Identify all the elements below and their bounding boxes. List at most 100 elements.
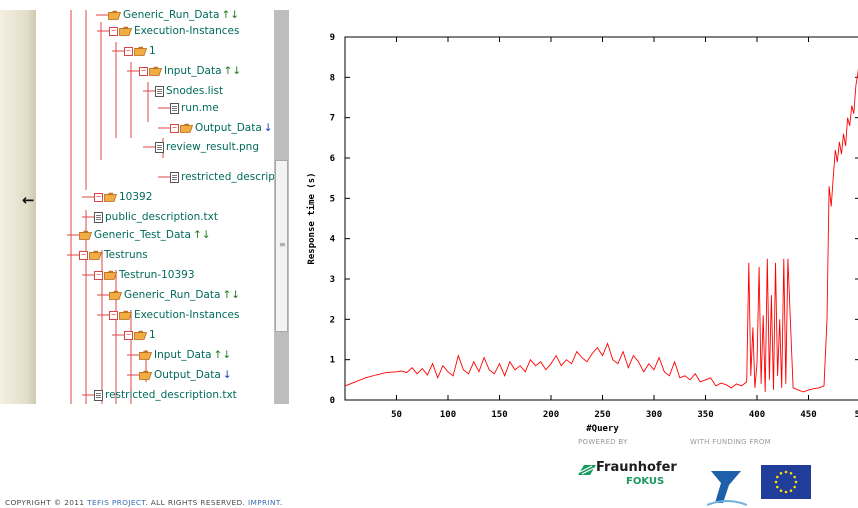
tree-item-label: Input_Data (164, 65, 222, 77)
tree-item-folder[interactable]: Generic_Run_Data ↑↓ (108, 10, 239, 24)
y-tick-label: 2 (330, 315, 335, 325)
tree-item-label: 1 (149, 45, 156, 57)
tree-item-label: Execution-Instances (134, 309, 240, 321)
collapse-toggle-icon[interactable]: − (94, 270, 103, 280)
file-icon (170, 171, 179, 183)
collapse-toggle-icon[interactable]: − (139, 66, 148, 76)
download-arrow-icon: ↓ (263, 122, 273, 134)
file-icon (170, 102, 179, 114)
eu-star-icon (793, 475, 796, 479)
tree-item-folder[interactable]: −1 (124, 42, 156, 60)
y-axis-label: Response time (s) (306, 172, 317, 264)
sync-arrows-icon: ↑↓ (223, 65, 242, 77)
tree-item-label: Snodes.list (166, 85, 224, 97)
tree-item-label: Testrun-10393 (119, 269, 195, 281)
plot-frame (344, 36, 858, 401)
fraunhofer-name: Fraunhofer (596, 460, 677, 475)
tree-item-folder[interactable]: Generic_Run_Data ↑↓ (109, 286, 240, 304)
file-icon (94, 211, 103, 223)
tree-item-folder[interactable]: − Testrun-10393 (94, 266, 195, 284)
tree-item-label: Output_Data (195, 122, 262, 134)
x-tick-label: 250 (594, 410, 610, 420)
sync-arrows-icon: ↑↓ (192, 229, 211, 241)
tree-item-label: Generic_Run_Data (123, 10, 220, 21)
tree-item-label: public_description.txt (105, 211, 219, 223)
collapse-toggle-icon[interactable]: − (124, 330, 133, 340)
x-tick-label: 150 (491, 410, 507, 420)
collapse-toggle-icon[interactable]: − (124, 46, 133, 56)
y-tick-label: 3 (330, 275, 335, 285)
fraunhofer-mark-icon (578, 465, 596, 475)
tree-item-folder[interactable]: Input_Data ↑↓ (139, 346, 231, 364)
tree-item-label: 1 (149, 329, 156, 341)
sync-arrows-icon: ↑↓ (221, 10, 240, 21)
tree-item-file[interactable]: run.me (170, 99, 219, 117)
footer-end: . (279, 498, 283, 507)
eu-star-icon (784, 470, 788, 474)
tree-item-label: Generic_Run_Data (124, 289, 221, 301)
tree-item-label: review_result.png (166, 141, 260, 153)
y-tick-label: 7 (330, 114, 335, 124)
tree-item-folder[interactable]: Generic_Test_Data ↑↓ (79, 226, 211, 244)
collapse-toggle-icon[interactable]: − (94, 192, 103, 202)
tree-item-folder[interactable]: − Input_Data ↑↓ (139, 62, 241, 80)
tree-item-label: Generic_Test_Data (94, 229, 191, 241)
scrollbar-thumb[interactable]: ≡ (275, 160, 288, 332)
x-tick-label: 300 (646, 410, 662, 420)
response-time-chart: 0 1 2 3 4 5 6 7 8 9 50 100 150 200 250 300 350 400 450 50 #Q… (306, 33, 858, 434)
tree-item-file[interactable]: restricted_description.txt (94, 386, 237, 404)
folder-icon (104, 192, 118, 202)
folder-icon (79, 230, 93, 240)
fraunhofer-institute: FOKUS (626, 476, 665, 487)
tree-item-folder[interactable]: − Execution-Instances (109, 306, 239, 324)
tree-item-folder[interactable]: − Testruns (79, 246, 148, 264)
tree-scrollbar[interactable]: ≡ (274, 10, 289, 404)
file-tree: Generic_Run_Data ↑↓ − Execution-Instances −1… (36, 10, 274, 404)
y-tick-label: 1 (330, 356, 335, 366)
y-tick-label: 6 (330, 154, 335, 164)
tree-item-label: Testruns (104, 249, 148, 261)
folder-icon (119, 310, 133, 320)
tefis-project-link[interactable]: TEFIS PROJECT (87, 498, 146, 507)
tree-item-file[interactable]: Snodes.list (155, 82, 223, 100)
y-tick-label: 9 (330, 33, 335, 43)
folder-icon (109, 290, 123, 300)
tree-item-folder[interactable]: Output_Data ↓ (139, 366, 232, 384)
footer-copyright: COPYRIGHT © 2011 (5, 498, 85, 507)
file-icon (94, 389, 103, 401)
eu-star-icon (776, 485, 779, 489)
tree-item-folder[interactable]: −1 (124, 326, 156, 344)
tree-item-folder[interactable]: − Execution-Instances (109, 22, 239, 40)
eu-star-icon (794, 480, 798, 484)
y-tick-label: 4 (330, 235, 336, 245)
tree-item-file[interactable]: restricted_description.txt (170, 168, 274, 186)
tree-item-folder[interactable]: − 10392 (94, 188, 152, 206)
folder-icon (149, 66, 163, 76)
tree-item-label: run.me (181, 102, 219, 114)
tree-item-label: Input_Data (154, 349, 212, 361)
eu-star-icon (776, 475, 779, 479)
sync-arrows-icon: ↑↓ (222, 289, 241, 301)
imprint-link[interactable]: IMPRINT (247, 498, 280, 507)
sync-arrows-icon: ↑↓ (213, 349, 232, 361)
x-axis-label: #Query (586, 424, 619, 434)
folder-icon (104, 270, 118, 280)
footer: COPYRIGHT © 2011 TEFIS PROJECT. ALL RIGH… (5, 498, 283, 507)
tree-item-folder[interactable]: − Output_Data ↓ (170, 119, 273, 137)
left-arrow-icon[interactable]: ← (22, 191, 35, 209)
y-tick-label: 0 (330, 396, 335, 406)
scrollbar-grip-icon: ≡ (279, 240, 286, 249)
series-line (344, 67, 858, 393)
tree-item-file[interactable]: public_description.txt (94, 208, 218, 226)
x-tick-label: 50 (391, 410, 402, 420)
file-icon (155, 141, 164, 153)
collapse-toggle-icon[interactable]: − (109, 310, 118, 320)
collapse-toggle-icon[interactable]: − (79, 250, 88, 260)
collapse-toggle-icon[interactable]: − (170, 123, 179, 133)
x-tick-label: 50 (855, 410, 858, 420)
tree-item-file[interactable]: review_result.png (155, 138, 259, 156)
collapse-toggle-icon[interactable]: − (109, 26, 118, 36)
file-icon (155, 85, 164, 97)
x-tick-label: 350 (697, 410, 713, 420)
y-tick-label: 5 (330, 194, 335, 204)
